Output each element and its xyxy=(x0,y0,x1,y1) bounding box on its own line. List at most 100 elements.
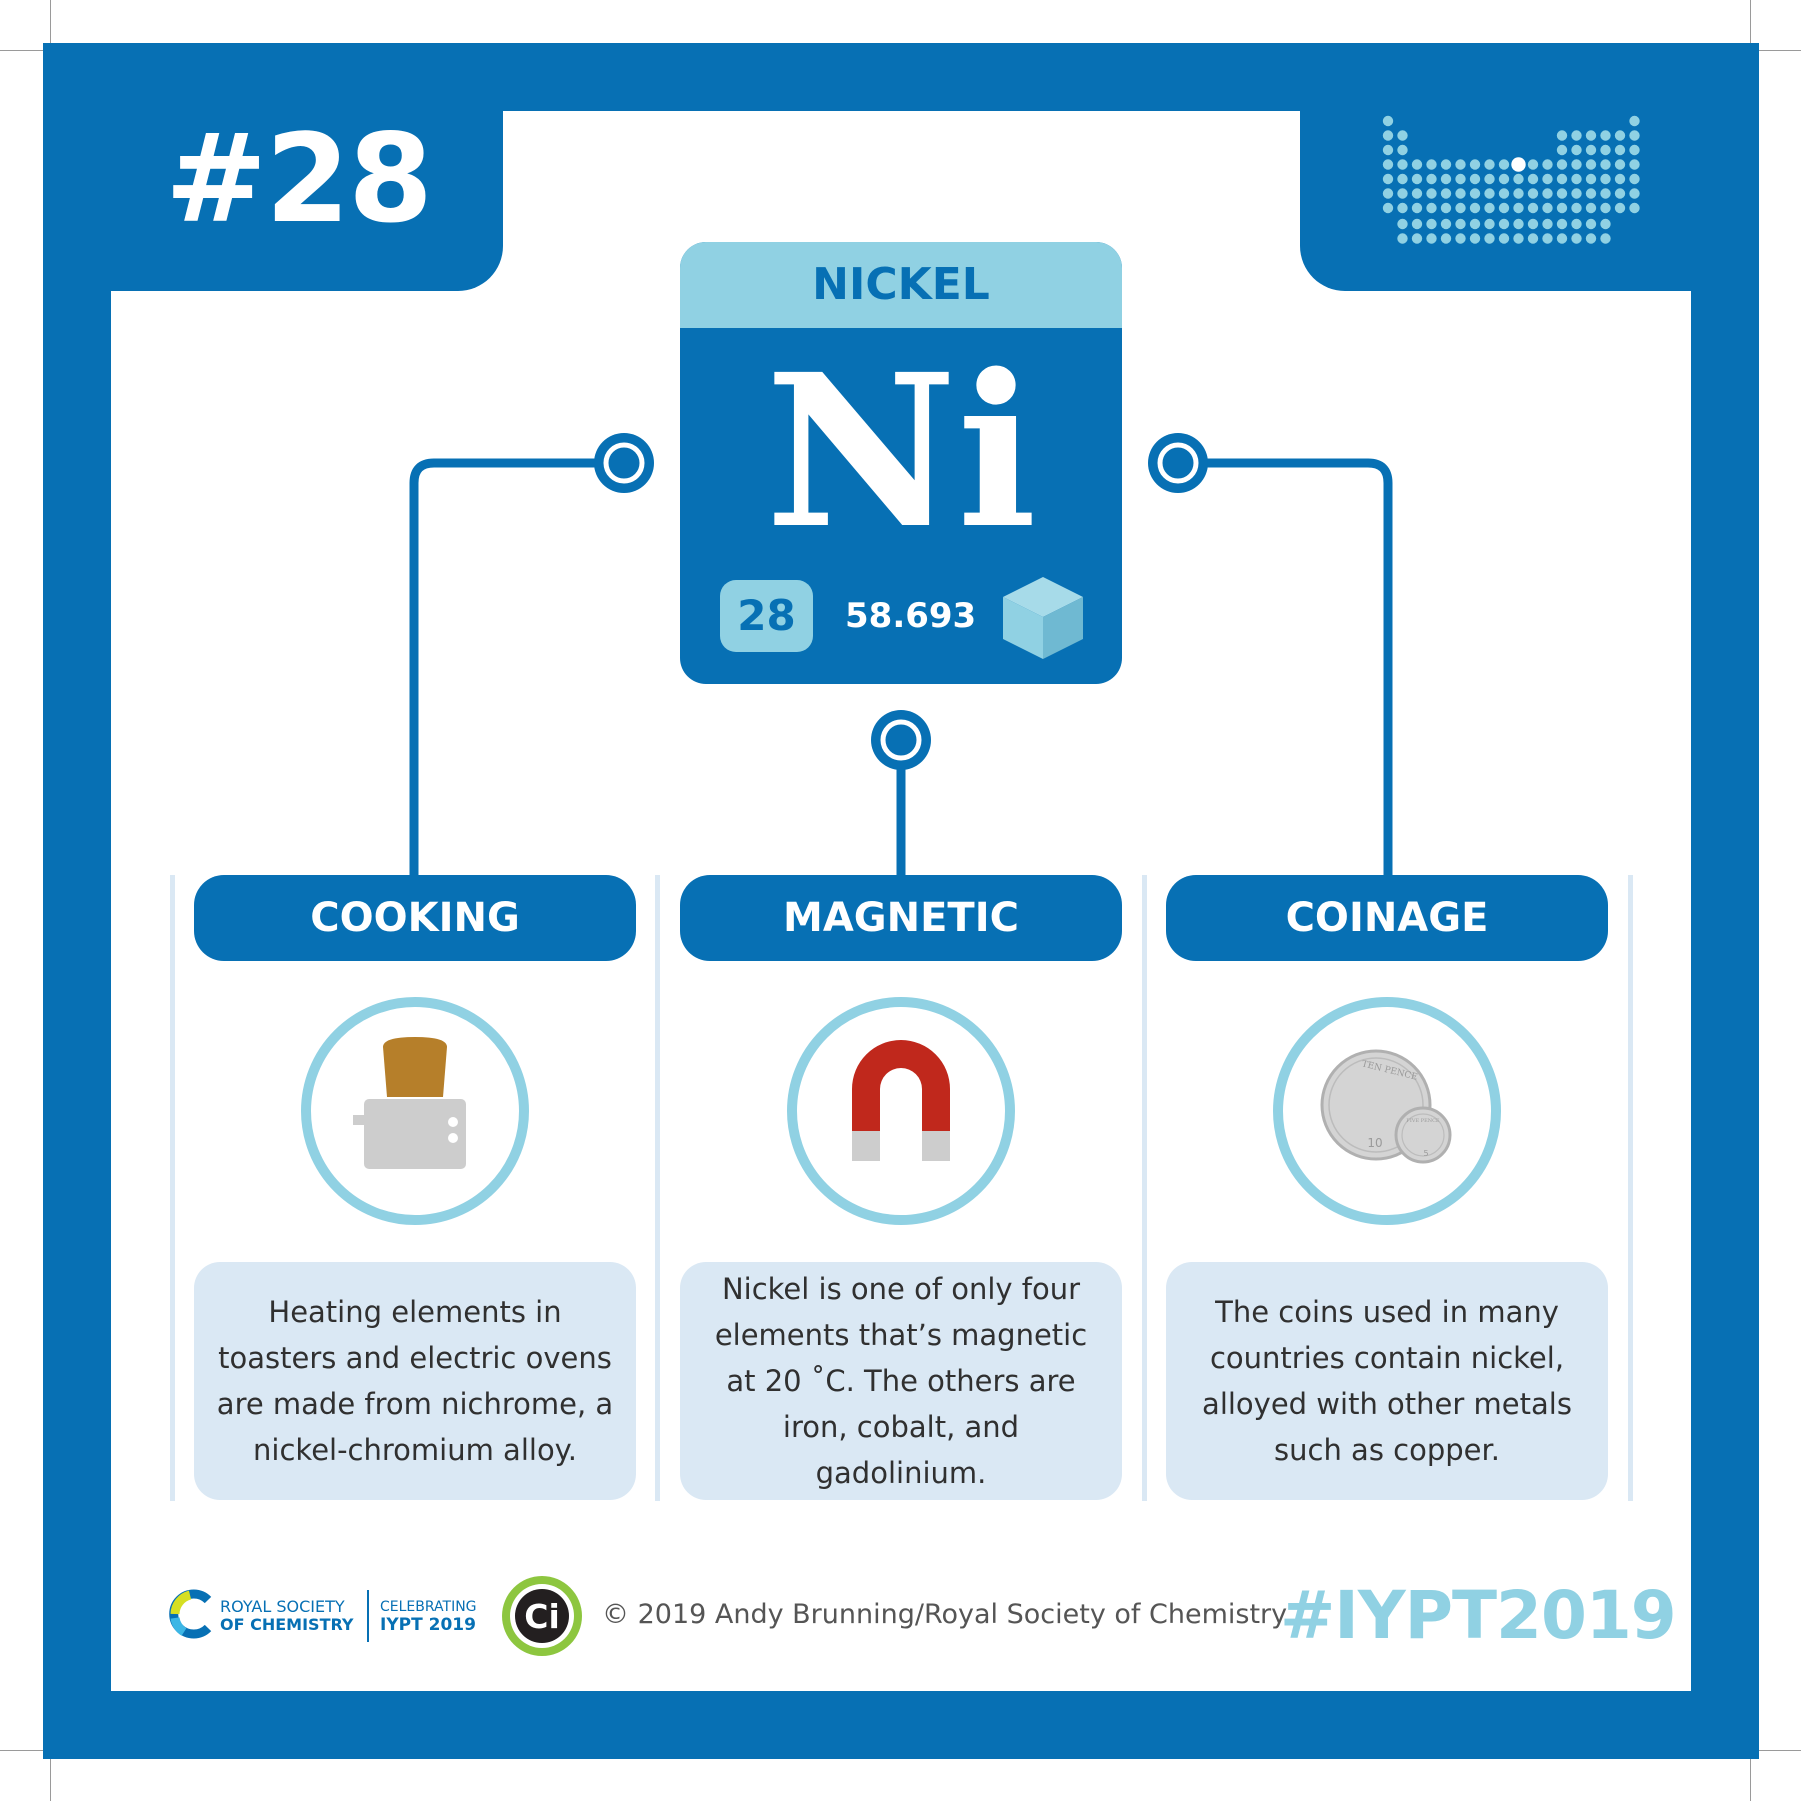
atomic-number-badge: 28 xyxy=(720,580,813,652)
element-dot xyxy=(1629,144,1640,156)
element-dot xyxy=(1484,188,1495,199)
element-dot xyxy=(1556,233,1568,244)
element-dot xyxy=(1513,188,1524,199)
element-dot xyxy=(1600,130,1611,141)
element-dot xyxy=(1556,218,1568,230)
element-dot xyxy=(1585,218,1597,230)
element-dot xyxy=(1600,159,1611,170)
element-dot xyxy=(1411,218,1423,230)
element-dot xyxy=(1455,218,1466,230)
rsc-name-line1: ROYAL SOCIETY xyxy=(220,1597,345,1616)
element-dot xyxy=(1585,233,1597,244)
element-dot xyxy=(1571,218,1582,230)
element-dot xyxy=(1469,188,1481,199)
element-dot xyxy=(1585,159,1597,170)
element-dot xyxy=(1614,159,1626,170)
element-dot xyxy=(1469,159,1481,170)
element-dot xyxy=(1629,130,1640,141)
node-magnetic xyxy=(871,710,931,770)
crop-mark xyxy=(1758,1750,1801,1751)
element-dot xyxy=(1426,159,1437,170)
column-divider xyxy=(1142,875,1147,1501)
element-dot xyxy=(1455,173,1466,185)
connector-cooking xyxy=(409,458,624,877)
element-dot xyxy=(1484,202,1495,214)
element-dot xyxy=(1397,159,1408,170)
column-divider xyxy=(170,875,175,1501)
coins-icon: TEN PENCE 10 FIVE PENCE 5 xyxy=(1273,997,1501,1225)
element-dot xyxy=(1600,202,1611,214)
element-dot xyxy=(1382,144,1394,156)
hashtag: #IYPT2019 xyxy=(1280,1577,1677,1654)
element-dot xyxy=(1556,188,1568,199)
element-dot xyxy=(1513,233,1524,244)
element-dot xyxy=(1498,173,1510,185)
node-cooking xyxy=(594,433,654,493)
element-dot xyxy=(1411,188,1423,199)
element-dot xyxy=(1484,173,1495,185)
element-dot xyxy=(1600,233,1611,244)
element-dot xyxy=(1484,233,1495,244)
toaster-icon xyxy=(301,997,529,1225)
element-dot xyxy=(1469,233,1481,244)
element-dot xyxy=(1440,233,1452,244)
element-dot xyxy=(1440,218,1452,230)
element-dot xyxy=(1527,233,1539,244)
element-dot xyxy=(1571,159,1582,170)
element-dot xyxy=(1426,202,1437,214)
element-dot xyxy=(1600,188,1611,199)
element-dot xyxy=(1411,159,1423,170)
element-dot xyxy=(1614,144,1626,156)
element-dot xyxy=(1397,130,1408,141)
element-dot xyxy=(1600,218,1611,230)
element-dot xyxy=(1585,130,1597,141)
element-dot xyxy=(1498,159,1510,170)
element-name: NICKEL xyxy=(680,242,1122,328)
element-dot xyxy=(1629,115,1640,127)
element-dot xyxy=(1527,188,1539,199)
element-dot xyxy=(1397,173,1408,185)
element-dot xyxy=(1382,202,1394,214)
element-dot xyxy=(1382,173,1394,185)
element-dot xyxy=(1455,202,1466,214)
element-dot xyxy=(1629,202,1640,214)
crop-mark xyxy=(0,50,43,51)
element-dot xyxy=(1498,188,1510,199)
cube-icon xyxy=(1003,577,1083,659)
element-dot xyxy=(1571,188,1582,199)
crop-mark xyxy=(0,1750,43,1751)
category-cooking: COOKING xyxy=(194,875,636,961)
element-dot xyxy=(1614,188,1626,199)
crop-mark xyxy=(1750,0,1751,43)
element-dot xyxy=(1426,188,1437,199)
coin-small-value: 5 xyxy=(1423,1149,1428,1158)
element-dot xyxy=(1585,188,1597,199)
element-dot xyxy=(1527,202,1539,214)
element-dot xyxy=(1498,218,1510,230)
element-dot xyxy=(1600,144,1611,156)
element-dot xyxy=(1513,202,1524,214)
element-dot xyxy=(1585,173,1597,185)
connector-coinage xyxy=(1178,458,1393,877)
element-dot xyxy=(1411,173,1423,185)
element-dot xyxy=(1556,159,1568,170)
element-dot xyxy=(1397,188,1408,199)
element-dot xyxy=(1571,233,1582,244)
element-dot xyxy=(1542,218,1553,230)
element-number-tab xyxy=(111,111,503,291)
element-dot xyxy=(1513,173,1524,185)
element-dot xyxy=(1542,159,1553,170)
element-dot xyxy=(1556,130,1568,141)
element-tile: NICKEL Ni 28 58.693 xyxy=(680,242,1122,684)
category-magnetic: MAGNETIC xyxy=(680,875,1122,961)
element-dot xyxy=(1629,159,1640,170)
element-dot xyxy=(1411,202,1423,214)
element-dot xyxy=(1513,218,1524,230)
magnet-icon xyxy=(787,997,1015,1225)
element-dot xyxy=(1542,173,1553,185)
element-dot xyxy=(1469,173,1481,185)
fact-text-cooking: Heating elements in toasters and electri… xyxy=(194,1262,636,1500)
element-dot xyxy=(1571,130,1582,141)
element-dot xyxy=(1585,202,1597,214)
